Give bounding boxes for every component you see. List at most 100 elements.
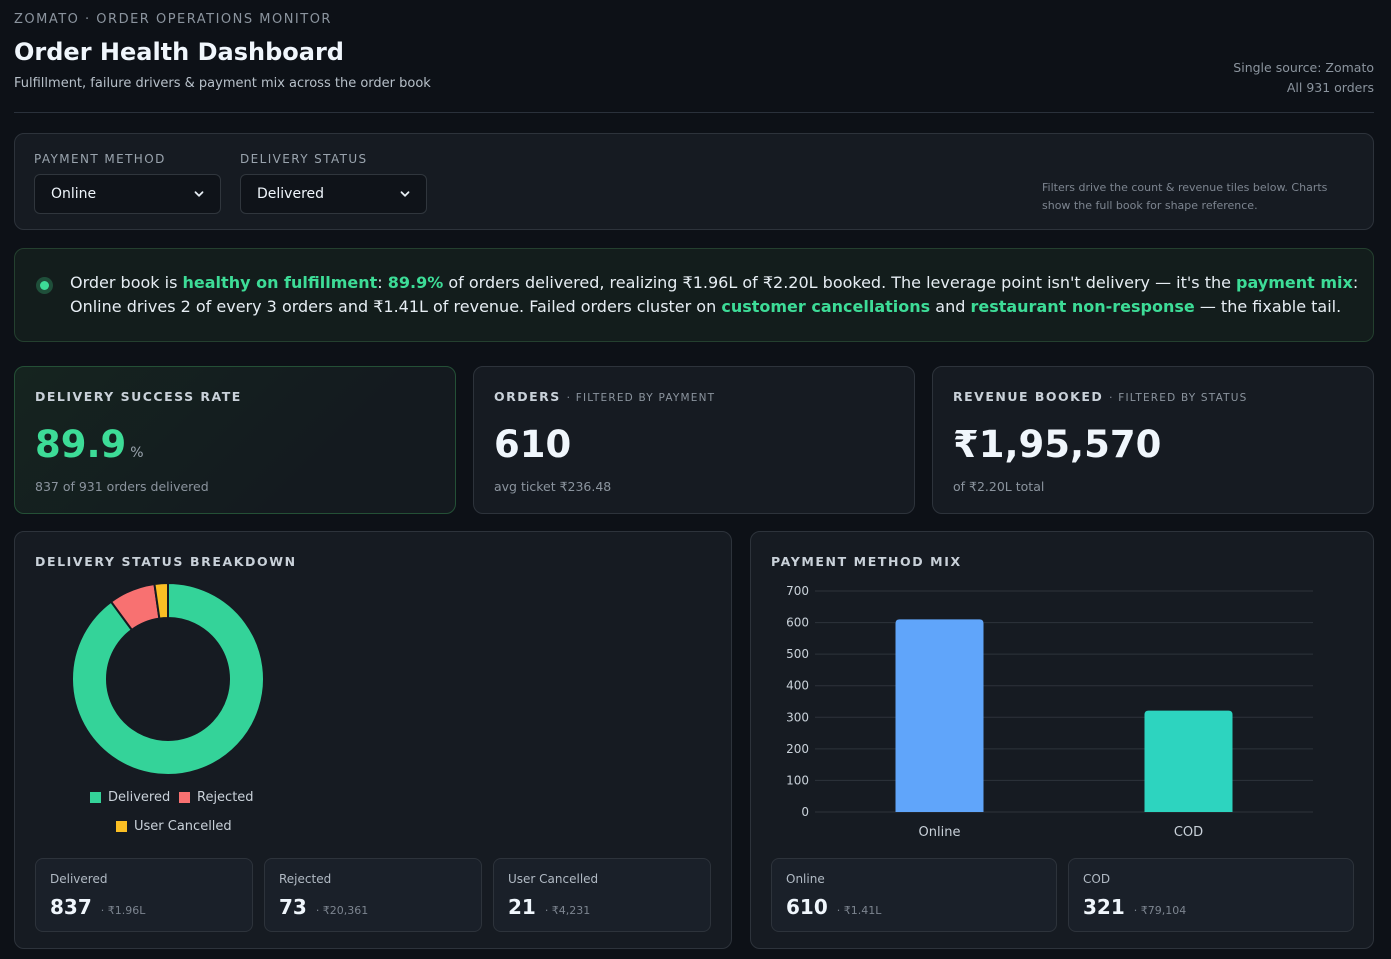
- delivery-status-panel: DELIVERY STATUS BREAKDOWN Delivered Reje…: [14, 531, 732, 949]
- chevron-down-icon: [400, 191, 410, 197]
- insight-highlight: restaurant non-response: [970, 297, 1195, 316]
- card-number: 837: [50, 895, 92, 919]
- y-tick-label: 200: [786, 742, 809, 756]
- insight-segment: and: [930, 297, 971, 316]
- payment-card-cod: COD 321 · ₹79,104: [1068, 858, 1354, 932]
- y-tick-label: 600: [786, 616, 809, 630]
- y-tick-label: 300: [786, 710, 809, 724]
- payment-method-select[interactable]: Online: [34, 174, 221, 214]
- kpi-label-sub: · FILTERED BY PAYMENT: [566, 392, 716, 404]
- app-eyebrow: ZOMATO · ORDER OPERATIONS MONITOR: [14, 12, 332, 27]
- status-card-rejected: Rejected 73 · ₹20,361: [264, 858, 482, 932]
- bar-online[interactable]: [895, 619, 984, 812]
- y-tick-label: 0: [801, 805, 809, 819]
- panel-title: PAYMENT METHOD MIX: [771, 554, 962, 569]
- status-card-delivered: Delivered 837 · ₹1.96L: [35, 858, 253, 932]
- card-sub: · ₹79,104: [1133, 904, 1187, 917]
- y-tick-label: 500: [786, 647, 809, 661]
- card-sub: · ₹4,231: [544, 904, 591, 917]
- card-label: Online: [786, 872, 825, 886]
- card-number: 21: [508, 895, 536, 919]
- card-label: User Cancelled: [508, 872, 599, 886]
- card-label: COD: [1083, 872, 1111, 886]
- payment-filter-label: PAYMENT METHOD: [34, 152, 166, 166]
- card-value: 321 · ₹79,104: [1083, 895, 1186, 919]
- x-tick-label: COD: [1174, 825, 1203, 840]
- insight-segment: of orders delivered, realizing ₹1.96L of…: [443, 273, 1237, 292]
- insight-highlight: payment mix: [1236, 273, 1353, 292]
- insight-highlight: 89.9%: [387, 273, 444, 292]
- legend-swatch: [179, 792, 190, 803]
- legend-label: Rejected: [197, 790, 254, 805]
- delivery-status-select[interactable]: Delivered: [240, 174, 427, 214]
- kpi-revenue: REVENUE BOOKED · FILTERED BY STATUS ₹1,9…: [932, 366, 1374, 514]
- kpi-value: 610: [494, 423, 572, 466]
- insight-highlight: healthy on fulfillment: [182, 273, 378, 292]
- legend-rejected[interactable]: Rejected: [179, 790, 254, 805]
- bar-chart: 0 100 200 300 400 500 600 700 Online COD: [786, 584, 1313, 840]
- status-filter-group: DELIVERY STATUS Delivered: [240, 152, 427, 214]
- status-select-value: Delivered: [257, 186, 325, 202]
- page-title: Order Health Dashboard: [14, 38, 344, 66]
- y-tick-label: 400: [786, 679, 809, 693]
- payment-method-panel: PAYMENT METHOD MIX 0 100 200 300 400 500 600 70…: [750, 531, 1374, 949]
- success-rate-value: 89.9: [35, 423, 127, 466]
- kpi-value: ₹1,95,570: [953, 423, 1162, 466]
- status-dot-icon: [36, 277, 53, 294]
- card-value: 73 · ₹20,361: [279, 895, 368, 919]
- kpi-label: REVENUE BOOKED · FILTERED BY STATUS: [953, 389, 1248, 404]
- kpi-label-sub: · FILTERED BY STATUS: [1109, 392, 1248, 404]
- card-number: 73: [279, 895, 307, 919]
- card-sub: · ₹1.41L: [836, 904, 882, 917]
- kpi-label-text: REVENUE BOOKED: [953, 389, 1104, 404]
- insight-segment: :: [377, 273, 388, 292]
- kpi-note: avg ticket ₹236.48: [494, 479, 612, 494]
- kpi-value: 89.9%: [35, 423, 144, 466]
- card-value: 837 · ₹1.96L: [50, 895, 145, 919]
- legend-user-cancelled[interactable]: User Cancelled: [116, 819, 232, 834]
- filter-note: Filters drive the count & revenue tiles …: [1042, 181, 1328, 212]
- kpi-label-text: ORDERS: [494, 389, 561, 404]
- header-divider: [14, 112, 1374, 113]
- page-subtitle: Fulfillment, failure drivers & payment m…: [14, 76, 431, 91]
- y-tick-label: 700: [786, 584, 809, 598]
- insight-segment: Order book is: [70, 273, 183, 292]
- donut-slice-delivered[interactable]: [71, 581, 265, 776]
- payment-filter-group: PAYMENT METHOD Online: [34, 152, 221, 214]
- kpi-label: ORDERS · FILTERED BY PAYMENT: [494, 389, 715, 404]
- x-tick-label: Online: [919, 825, 961, 840]
- card-label: Delivered: [50, 872, 108, 886]
- donut-chart: [71, 581, 265, 776]
- card-value: 610 · ₹1.41L: [786, 895, 881, 919]
- legend-label: User Cancelled: [134, 819, 232, 834]
- card-number: 321: [1083, 895, 1125, 919]
- card-sub: · ₹20,361: [315, 904, 369, 917]
- payment-card-online: Online 610 · ₹1.41L: [771, 858, 1057, 932]
- status-filter-label: DELIVERY STATUS: [240, 152, 368, 166]
- legend-label: Delivered: [108, 790, 171, 805]
- card-label: Rejected: [279, 872, 332, 886]
- bar-cod[interactable]: [1144, 710, 1233, 812]
- donut-slice-user-cancelled[interactable]: [153, 581, 169, 620]
- chevron-down-icon: [194, 191, 204, 197]
- kpi-note: of ₹2.20L total: [953, 479, 1045, 494]
- kpi-orders: ORDERS · FILTERED BY PAYMENT 610 avg tic…: [473, 366, 915, 514]
- source-info: Single source: Zomato All 931 orders: [1233, 58, 1374, 98]
- insight-segment: : Online drives 2 of every 3 orders and …: [70, 273, 1359, 316]
- y-tick-label: 100: [786, 773, 809, 787]
- insight-highlight: customer cancellations: [721, 297, 931, 316]
- panel-title: DELIVERY STATUS BREAKDOWN: [35, 554, 297, 569]
- filter-panel: PAYMENT METHOD Online DELIVERY STATUS De…: [14, 133, 1374, 230]
- legend-swatch: [90, 792, 101, 803]
- payment-select-value: Online: [51, 186, 97, 202]
- insight-segment: — the fixable tail.: [1194, 297, 1342, 316]
- status-card-user-cancelled: User Cancelled 21 · ₹4,231: [493, 858, 711, 932]
- insight-text: Order book is healthy on fulfillment: 89…: [70, 271, 1360, 319]
- source-line: Single source: Zomato: [1233, 60, 1374, 75]
- card-sub: · ₹1.96L: [100, 904, 146, 917]
- insight-banner: Order book is healthy on fulfillment: 89…: [14, 248, 1374, 342]
- card-number: 610: [786, 895, 828, 919]
- card-value: 21 · ₹4,231: [508, 895, 590, 919]
- legend-delivered[interactable]: Delivered: [90, 790, 170, 805]
- kpi-label: DELIVERY SUCCESS RATE: [35, 389, 242, 404]
